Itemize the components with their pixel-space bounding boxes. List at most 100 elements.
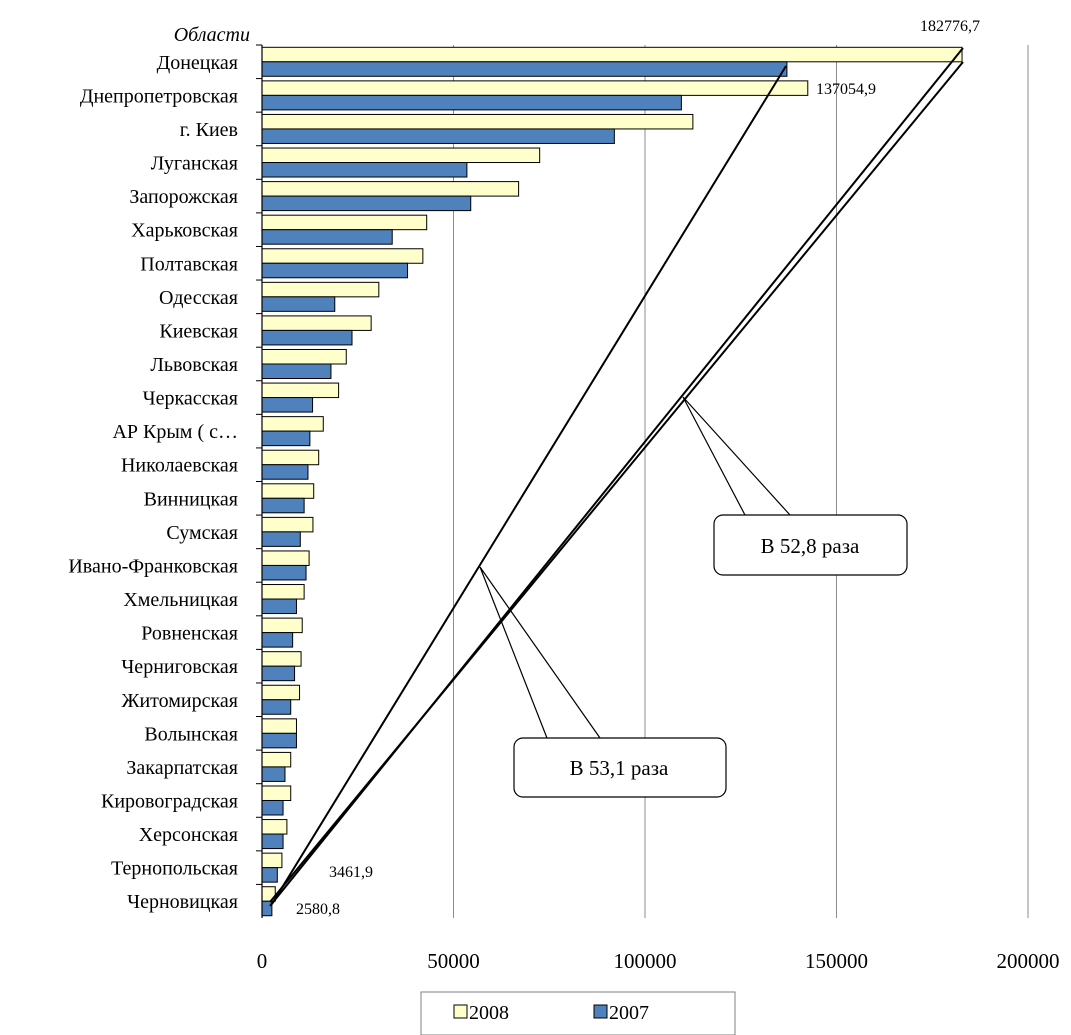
bar-2008-10 (261, 382, 340, 399)
category-label-0: Донецкая (157, 52, 238, 74)
bar-2008-7 (261, 281, 380, 298)
bar-2008-9 (261, 348, 347, 365)
bar-2008-8 (261, 315, 372, 331)
bar-2007-5 (261, 229, 393, 245)
category-label-2: г. Киев (180, 119, 238, 141)
bar-2007-10 (261, 397, 314, 413)
callout-52-8-box (713, 514, 908, 576)
category-label-9: Львовская (150, 354, 238, 376)
bar-2007-7 (261, 296, 336, 312)
bar-2008-5 (261, 214, 428, 231)
category-label-22: Кировоградская (101, 790, 238, 812)
bar-2008-18 (261, 651, 302, 667)
bar-2008-1 (261, 80, 809, 96)
bar-2007-2 (261, 128, 615, 144)
category-label-25: Черновицкая (127, 891, 238, 913)
category-label-21: Закарпатская (126, 757, 238, 779)
bar-2008-0 (261, 46, 963, 63)
category-label-11: АР Крым ( с… (112, 421, 238, 443)
bar-2007-14 (261, 531, 301, 547)
bar-2008-15 (261, 550, 310, 566)
y-axis-title: Области (174, 24, 250, 46)
bar-2008-23 (261, 819, 288, 835)
category-label-20: Волынская (144, 723, 238, 745)
category-label-23: Херсонская (139, 824, 238, 846)
callout-52-8-text: В 52,8 раза (761, 534, 860, 558)
data-label-donetsk-2007: 137054,9 (816, 81, 876, 98)
bar-2008-16 (261, 584, 305, 600)
category-label-6: Полтавская (140, 253, 238, 275)
bar-2008-21 (261, 751, 292, 768)
bar-2007-21 (261, 766, 286, 782)
legend: 2008 2007 (420, 991, 736, 1035)
bar-2008-2 (261, 113, 694, 130)
bar-2008-13 (261, 483, 315, 499)
callout-52-8-pointer (682, 396, 791, 516)
bar-2007-22 (261, 799, 284, 816)
legend-label-2007: 2007 (609, 1002, 649, 1024)
category-label-13: Винницкая (144, 488, 238, 510)
category-labels: Донецкая Днепропетровская г. Киев Луганская… (68, 52, 238, 913)
data-label-donetsk-2008: 182776,7 (920, 18, 980, 35)
callout-53-1-box (513, 737, 727, 798)
bar-2007-16 (261, 598, 297, 615)
category-label-14: Сумская (166, 522, 238, 544)
bar-2007-3 (261, 162, 468, 178)
category-label-10: Черкасская (143, 388, 238, 410)
category-label-12: Николаевская (121, 455, 238, 477)
bar-2008-3 (261, 147, 541, 164)
bar-2008-19 (261, 684, 301, 701)
bar-2008-12 (261, 449, 320, 466)
category-label-8: Киевская (159, 320, 238, 342)
bar-2007-9 (261, 363, 332, 379)
bar-2008-17 (261, 617, 303, 634)
x-tick-label-100000: 100000 (614, 949, 677, 973)
category-label-5: Харьковская (131, 220, 238, 242)
legend-swatch-2008 (453, 1004, 468, 1019)
bar-2007-6 (261, 262, 409, 279)
bar-2008-6 (261, 248, 424, 264)
bar-2007-8 (261, 329, 353, 346)
category-label-7: Одесская (159, 287, 238, 309)
bar-2007-19 (261, 699, 292, 715)
bar-2007-13 (261, 497, 305, 514)
ratio-lines (269, 47, 964, 907)
bar-2007-15 (261, 564, 307, 581)
bar-2008-22 (261, 785, 292, 801)
bar-2007-0 (261, 61, 788, 77)
legend-box (420, 991, 736, 1035)
ratio-line-2007 (271, 65, 787, 905)
ratio-line-2008-lower (269, 47, 964, 907)
bar-2007-18 (261, 665, 296, 682)
category-label-16: Хмельницкая (123, 589, 238, 611)
category-label-19: Житомирская (122, 690, 238, 712)
category-label-4: Запорожская (129, 186, 238, 208)
x-tick-labels: 0 50000 100000 150000 200000 (257, 949, 1060, 973)
x-tick-label-0: 0 (257, 949, 268, 973)
bar-2007-4 (261, 195, 472, 212)
bar-2008-24 (261, 852, 283, 869)
bar-2008-14 (261, 516, 314, 533)
category-label-17: Ровненская (141, 623, 238, 645)
data-label-chernivtsi-2008: 3461,9 (329, 864, 373, 881)
callout-53-1-pointer (479, 566, 601, 739)
bar-2007-24 (261, 867, 278, 883)
callout-52-8: В 52,8 раза (682, 396, 908, 576)
axes (256, 44, 263, 918)
bar-2008-20 (261, 718, 297, 734)
bar-2007-12 (261, 464, 309, 480)
legend-label-2008: 2008 (469, 1002, 509, 1024)
category-label-1: Днепропетровская (80, 85, 238, 107)
category-label-3: Луганская (151, 153, 238, 175)
bar-2007-17 (261, 632, 294, 648)
bar-2008-11 (261, 416, 324, 432)
bar-2007-25 (261, 900, 273, 917)
category-label-18: Черниговская (121, 656, 238, 678)
category-label-24: Тернопольская (111, 858, 238, 880)
bar-2008-4 (261, 181, 520, 197)
x-tick-label-200000: 200000 (997, 949, 1060, 973)
x-tick-label-150000: 150000 (805, 949, 868, 973)
bar-2007-11 (261, 430, 311, 447)
x-tick-label-50000: 50000 (427, 949, 480, 973)
